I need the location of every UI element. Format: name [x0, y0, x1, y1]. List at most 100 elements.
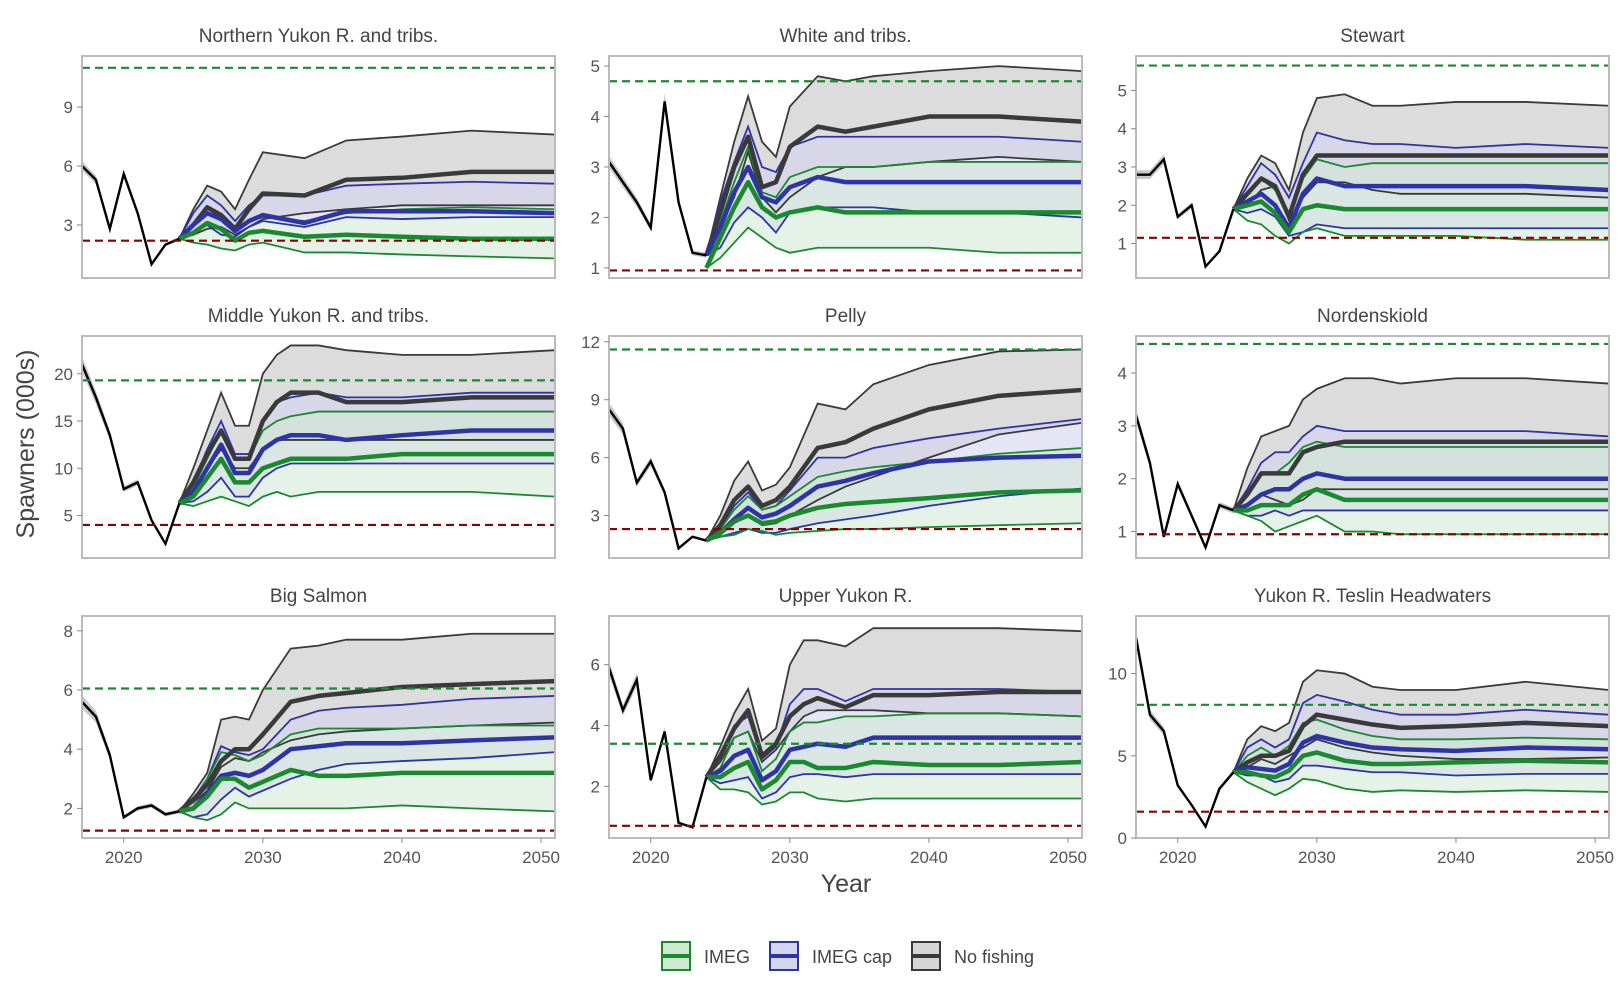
- bound-IMEG_cap-lo: [706, 773, 1082, 800]
- median-No_fishing: [1232, 712, 1609, 775]
- median-No_fishing: [704, 387, 1082, 543]
- historical-line: [1136, 156, 1235, 270]
- x-tick-label: 2050: [1576, 848, 1614, 867]
- y-tick-label: 2: [1118, 470, 1127, 489]
- bound-IMEG-lo: [1232, 208, 1609, 245]
- y-tick-label: 4: [591, 716, 600, 735]
- panel-border: [1135, 615, 1610, 839]
- panel-1: White and tribs. 1 2 3 4 5: [591, 26, 1083, 279]
- bound-No_fishing-hi: [178, 129, 555, 240]
- y-tick-label: 8: [64, 622, 73, 641]
- panel-plot-area: [609, 348, 1082, 551]
- legend-label-No_fishing: No fishing: [954, 947, 1034, 967]
- median-IMEG: [1232, 199, 1609, 235]
- y-tick-label: 5: [591, 57, 600, 76]
- panel-title: Big Salmon: [270, 586, 367, 607]
- x-tick-label: 2020: [1159, 848, 1197, 867]
- y-tick-label: 1: [1118, 235, 1127, 254]
- bound-No_fishing-hi: [178, 632, 555, 812]
- panel-plot-area: [82, 66, 555, 268]
- historical-line: [609, 101, 707, 257]
- y-tick-label: 1: [1118, 523, 1127, 542]
- panel-border: [81, 335, 556, 559]
- bound-IMEG-hi: [1232, 718, 1609, 773]
- x-axis-label: Year: [821, 870, 872, 898]
- y-tick-label: 3: [591, 158, 600, 177]
- y-tick-label: 3: [591, 507, 600, 526]
- historical-line: [609, 408, 707, 551]
- panel-title: Pelly: [825, 306, 867, 327]
- median-IMEG_cap: [705, 735, 1082, 783]
- x-tick-label: 2040: [1437, 848, 1475, 867]
- panel-title: Nordenskiold: [1317, 306, 1428, 327]
- median-IMEG: [178, 451, 555, 506]
- panel-0: Northern Yukon R. and tribs. 3 6 9: [64, 26, 556, 279]
- x-tick-label: 2020: [105, 848, 143, 867]
- panel-plot-area: [82, 632, 555, 832]
- legend: IMEG IMEG cap No fishing: [661, 941, 1034, 971]
- bound-IMEG-lo: [1232, 771, 1609, 797]
- ribbon-IMEG: [179, 207, 555, 259]
- x-tick-label: 2040: [383, 848, 421, 867]
- panel-plot-area: [609, 65, 1082, 272]
- median-No_fishing: [177, 390, 555, 505]
- historical-line: [82, 165, 180, 268]
- y-tick-label: 5: [64, 506, 73, 525]
- y-tick-label: 6: [591, 449, 600, 468]
- historical-line: [82, 363, 181, 547]
- bound-IMEG-hi: [705, 712, 1082, 778]
- bound-IMEG_cap-lo: [179, 751, 555, 819]
- historical-line: [1136, 414, 1234, 551]
- median-IMEG_cap: [1232, 471, 1609, 513]
- x-tick-label: 2020: [632, 848, 670, 867]
- panel-border: [81, 615, 556, 839]
- panel-border: [608, 335, 1083, 559]
- median-IMEG_cap: [177, 428, 555, 505]
- ribbon-IMEG: [706, 447, 1082, 541]
- panel-title: Northern Yukon R. and tribs.: [199, 26, 438, 47]
- y-tick-label: 6: [64, 681, 73, 700]
- y-tick-label: 0: [1118, 829, 1127, 848]
- bound-No_fishing-hi: [705, 348, 1082, 542]
- bound-No_fishing-lo: [179, 204, 555, 240]
- historical-band: [82, 161, 180, 266]
- panel-title: Middle Yukon R. and tribs.: [208, 306, 429, 327]
- median-IMEG_cap: [1232, 733, 1609, 775]
- legend-label-IMEG_cap: IMEG cap: [812, 947, 892, 967]
- legend-label-IMEG: IMEG: [704, 947, 750, 967]
- y-tick-label: 4: [1118, 120, 1127, 139]
- y-tick-label: 9: [64, 98, 73, 117]
- bound-IMEG-lo: [179, 237, 555, 260]
- y-axis-label: Spawners (000s): [12, 350, 40, 539]
- y-tick-label: 2: [64, 799, 73, 818]
- bound-IMEG_cap-lo: [179, 462, 555, 505]
- x-tick-label: 2030: [1298, 848, 1336, 867]
- y-tick-label: 2: [1118, 196, 1127, 215]
- panel-border: [608, 615, 1083, 839]
- historical-line: [609, 667, 708, 829]
- y-tick-label: 5: [1118, 81, 1127, 100]
- median-IMEG_cap: [177, 208, 555, 241]
- y-tick-label: 3: [64, 216, 73, 235]
- panel-border: [1135, 335, 1610, 559]
- y-tick-label: 15: [54, 412, 73, 431]
- bound-IMEG_cap-lo: [1233, 208, 1609, 237]
- panel-plot-area: [1136, 342, 1609, 551]
- bound-IMEG-lo: [705, 226, 1082, 269]
- y-tick-label: 4: [64, 740, 73, 759]
- bound-No_fishing-hi: [1232, 93, 1609, 210]
- panel-plot-area: [609, 627, 1082, 829]
- panel-plot-area: [1136, 629, 1609, 830]
- bound-IMEG_cap-hi: [1232, 131, 1609, 210]
- bound-IMEG_cap-hi: [1232, 693, 1609, 773]
- bound-IMEG-lo: [179, 801, 555, 822]
- bound-No_fishing-hi: [705, 627, 1082, 778]
- bound-IMEG_cap-lo: [1233, 509, 1609, 517]
- panel-8: Yukon R. Teslin Headwaters 0 5 10 2020 2030 20…: [1108, 586, 1614, 867]
- y-tick-label: 10: [54, 459, 73, 478]
- x-tick-label: 2030: [771, 848, 809, 867]
- median-IMEG: [704, 179, 1082, 269]
- y-tick-label: 9: [591, 391, 600, 410]
- median-IMEG: [178, 767, 555, 814]
